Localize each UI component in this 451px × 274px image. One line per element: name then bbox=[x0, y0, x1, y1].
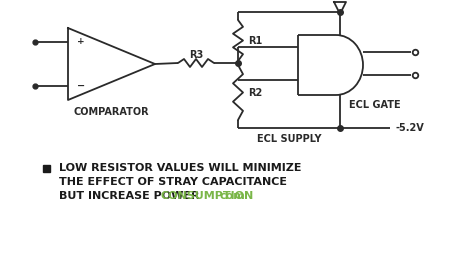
Text: BUT INCREASE POWER: BUT INCREASE POWER bbox=[59, 191, 203, 201]
Text: com: com bbox=[220, 191, 245, 201]
Bar bbox=[42, 164, 50, 172]
Text: −: − bbox=[77, 81, 85, 91]
Text: R1: R1 bbox=[248, 36, 262, 45]
Text: ECL SUPPLY: ECL SUPPLY bbox=[257, 134, 321, 144]
Text: LOW RESISTOR VALUES WILL MINIMIZE: LOW RESISTOR VALUES WILL MINIMIZE bbox=[59, 163, 302, 173]
Text: -5.2V: -5.2V bbox=[395, 123, 424, 133]
Text: ECL GATE: ECL GATE bbox=[349, 100, 401, 110]
Text: R3: R3 bbox=[189, 50, 203, 60]
Text: THE EFFECT OF STRAY CAPACITANCE: THE EFFECT OF STRAY CAPACITANCE bbox=[59, 177, 287, 187]
Text: CONSUMPTION: CONSUMPTION bbox=[161, 191, 254, 201]
Text: +: + bbox=[77, 38, 85, 47]
Text: COMPARATOR: COMPARATOR bbox=[73, 107, 149, 117]
Text: R2: R2 bbox=[248, 87, 262, 98]
